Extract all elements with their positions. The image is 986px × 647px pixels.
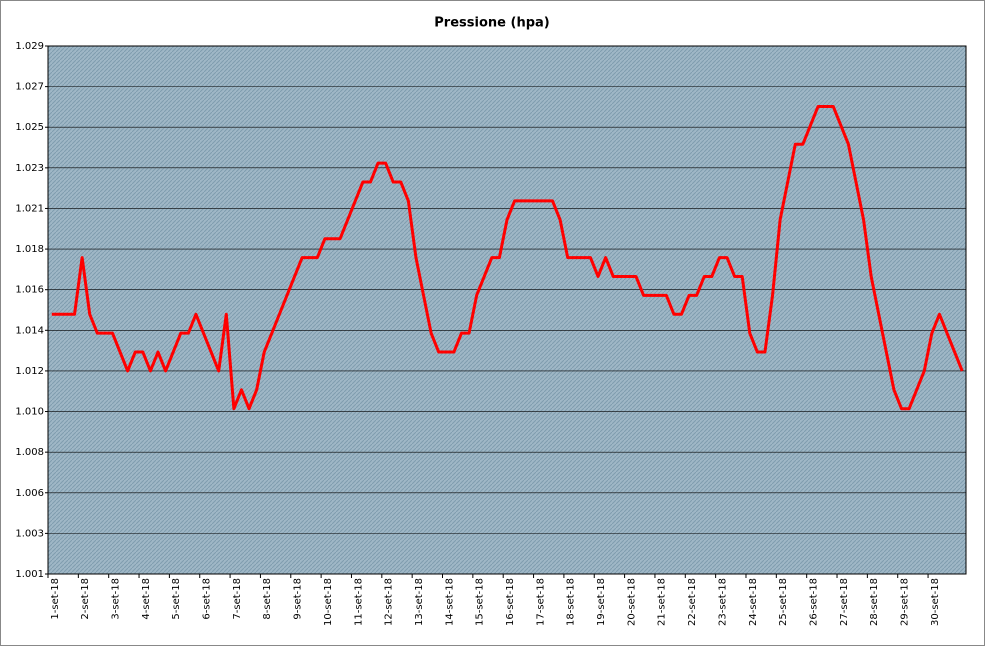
x-tick-label: 6-set-18 (202, 578, 213, 620)
x-tick-label: 18-set-18 (566, 578, 577, 626)
y-tick-label: 1.025 (15, 122, 44, 133)
x-tick-label: 10-set-18 (323, 578, 334, 626)
y-tick-label: 1.008 (15, 447, 44, 458)
y-tick-label: 1.018 (15, 244, 44, 255)
y-tick-label: 1.010 (15, 407, 44, 418)
x-tick-label: 8-set-18 (262, 578, 273, 620)
x-tick-label: 23-set-18 (717, 578, 728, 626)
y-tick-label: 1.012 (15, 366, 44, 377)
x-tick-label: 12-set-18 (384, 578, 395, 626)
y-tick-label: 1.027 (15, 82, 44, 93)
x-tick-label: 28-set-18 (869, 578, 880, 626)
x-tick-label: 13-set-18 (414, 578, 425, 626)
x-tick-label: 7-set-18 (232, 578, 243, 620)
y-tick-label: 1.016 (15, 285, 44, 296)
x-tick-label: 5-set-18 (171, 578, 182, 620)
x-tick-label: 1-set-18 (50, 578, 61, 620)
x-tick-label: 30-set-18 (930, 578, 941, 626)
x-tick-label: 16-set-18 (505, 578, 516, 626)
x-tick-label: 4-set-18 (141, 578, 152, 620)
x-tick-label: 15-set-18 (475, 578, 486, 626)
x-tick-label: 25-set-18 (778, 578, 789, 626)
x-tick-label: 24-set-18 (748, 578, 759, 626)
y-tick-label: 1.006 (15, 488, 44, 499)
y-tick-label: 1.003 (15, 528, 44, 539)
y-tick-label: 1.021 (15, 203, 44, 214)
x-tick-label: 2-set-18 (80, 578, 91, 620)
x-tick-label: 29-set-18 (900, 578, 911, 626)
x-tick-label: 26-set-18 (808, 578, 819, 626)
x-tick-label: 21-set-18 (657, 578, 668, 626)
x-tick-label: 3-set-18 (110, 578, 121, 620)
y-tick-label: 1.023 (15, 163, 44, 174)
plot-area (47, 45, 967, 575)
y-tick-label: 1.014 (15, 325, 44, 336)
x-tick-label: 11-set-18 (353, 578, 364, 626)
x-tick-label: 14-set-18 (444, 578, 455, 626)
x-tick-label: 20-set-18 (626, 578, 637, 626)
x-tick-label: 27-set-18 (839, 578, 850, 626)
x-tick-label: 19-set-18 (596, 578, 607, 626)
chart-title: Pressione (hpa) (434, 16, 549, 31)
x-tick-label: 17-set-18 (535, 578, 546, 626)
data-line (51, 104, 964, 411)
y-tick-label: 1.001 (15, 569, 44, 580)
x-tick-label: 22-set-18 (687, 578, 698, 626)
x-tick-label: 9-set-18 (293, 578, 304, 620)
y-tick-label: 1.029 (15, 41, 44, 52)
